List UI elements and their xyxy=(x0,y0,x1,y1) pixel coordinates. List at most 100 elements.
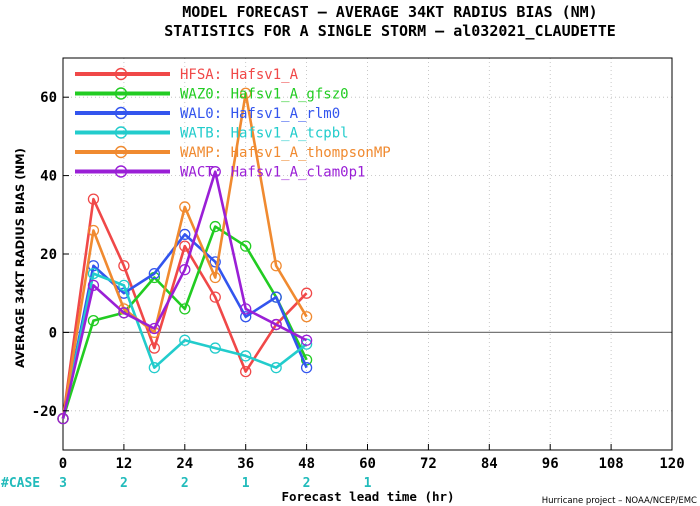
y-tick-label: -20 xyxy=(32,404,57,420)
series-line xyxy=(61,225,308,420)
legend: HFSA: Hafsv1_A WAZ0: Hafsv1_A_gfsz0 WAL0: … xyxy=(75,67,391,181)
data-point xyxy=(209,256,221,268)
data-point xyxy=(240,240,252,252)
series-line xyxy=(61,197,308,419)
case-count: 2 xyxy=(181,476,189,491)
series-line xyxy=(61,272,308,419)
data-point xyxy=(57,412,69,425)
legend-label: WACT: Hafsv1_A_clam0p1 xyxy=(180,165,365,181)
y-tick-label: 40 xyxy=(40,169,57,185)
legend-marker xyxy=(114,87,128,100)
data-point xyxy=(300,311,313,323)
data-point xyxy=(240,303,252,315)
x-tick-label: 36 xyxy=(237,456,254,472)
legend-entry: HFSA: Hafsv1_A xyxy=(75,67,299,83)
data-point xyxy=(179,334,191,346)
data-point xyxy=(240,87,252,99)
legend-label: WAMP: Hafsv1_A_thompsonMP xyxy=(180,145,391,161)
x-tick-label: 12 xyxy=(115,456,132,472)
x-axis-label: Forecast lead time (hr) xyxy=(281,489,454,504)
data-point xyxy=(179,264,191,276)
data-point xyxy=(87,279,100,292)
y-tick-label: 60 xyxy=(40,90,57,106)
data-point xyxy=(240,311,252,323)
data-point xyxy=(179,303,191,315)
data-point xyxy=(87,224,100,237)
data-point xyxy=(118,260,130,272)
series-3 xyxy=(57,228,313,425)
series-line xyxy=(61,91,308,419)
x-tick-label: 24 xyxy=(176,456,193,472)
legend-label: WAL0: Hafsv1_A_rlm0 xyxy=(180,106,340,122)
data-point xyxy=(148,322,161,335)
data-point xyxy=(87,267,100,280)
legend-entry: WATB: Hafsv1_A_tcpbl xyxy=(75,126,349,142)
data-point xyxy=(270,362,282,374)
data-point xyxy=(179,228,191,241)
data-point xyxy=(118,279,130,292)
series-6 xyxy=(57,166,313,425)
data-point xyxy=(240,350,252,362)
x-tick-label: 108 xyxy=(598,456,623,472)
x-tick-label: 84 xyxy=(481,456,498,472)
legend-marker xyxy=(114,126,128,139)
x-axis-ticks: 0 12 24 36 48 60 72 84 96 108 120 xyxy=(59,444,685,472)
data-point xyxy=(209,271,221,284)
case-label: #CASE xyxy=(1,476,40,491)
legend-entry: WAZ0: Hafsv1_A_gfsz0 xyxy=(75,87,349,103)
data-point xyxy=(270,318,282,331)
data-point xyxy=(240,365,252,378)
legend-entry: WACT: Hafsv1_A_clam0p1 xyxy=(75,165,365,181)
legend-entry: WAMP: Hafsv1_A_thompsonMP xyxy=(75,145,391,161)
legend-marker xyxy=(114,165,128,178)
data-point xyxy=(148,267,161,280)
series-line xyxy=(61,233,308,419)
series-layer xyxy=(57,87,313,425)
x-tick-label: 48 xyxy=(298,456,315,472)
x-tick-label: 60 xyxy=(359,456,376,472)
grid-lines xyxy=(63,58,672,450)
x-tick-label: 120 xyxy=(659,456,684,472)
data-point xyxy=(300,334,313,346)
y-axis-label: AVERAGE 34KT RADIUS BIAS (NM) xyxy=(13,148,27,368)
data-point xyxy=(270,260,282,272)
y-tick-label: 20 xyxy=(40,247,57,263)
data-point xyxy=(179,240,191,252)
data-point xyxy=(148,342,161,354)
legend-marker xyxy=(114,106,128,120)
y-axis-ticks: -20 0 20 40 60 xyxy=(32,90,69,420)
x-tick-label: 96 xyxy=(542,456,559,472)
legend-label: HFSA: Hafsv1_A xyxy=(180,67,299,83)
data-point xyxy=(87,193,100,205)
data-point xyxy=(87,314,100,327)
legend-entry: WAL0: Hafsv1_A_rlm0 xyxy=(75,106,340,122)
data-point xyxy=(270,291,282,303)
data-point xyxy=(209,342,221,354)
case-count: 1 xyxy=(242,476,250,491)
x-tick-label: 72 xyxy=(420,456,437,472)
data-point xyxy=(300,362,313,374)
chart-title-line1: MODEL FORECAST – AVERAGE 34KT RADIUS BIA… xyxy=(182,3,597,21)
footer-credit: Hurricane project – NOAA/NCEP/EMC xyxy=(542,496,697,506)
series-line xyxy=(61,170,308,419)
y-tick-label: 0 xyxy=(49,325,57,341)
case-count: 3 xyxy=(59,476,67,491)
case-count-row: #CASE 3 2 2 1 2 1 xyxy=(1,476,372,491)
data-point xyxy=(148,362,161,374)
case-count: 2 xyxy=(120,476,128,491)
case-count: 1 xyxy=(364,476,372,491)
legend-label: WAZ0: Hafsv1_A_gfsz0 xyxy=(180,87,349,103)
case-count: 2 xyxy=(303,476,311,491)
data-point xyxy=(118,307,130,319)
chart-title-line2: STATISTICS FOR A SINGLE STORM – al032021… xyxy=(164,22,616,40)
legend-label: WATB: Hafsv1_A_tcpbl xyxy=(180,126,349,142)
data-point xyxy=(209,166,221,178)
x-tick-label: 0 xyxy=(59,456,67,472)
legend-marker xyxy=(114,67,128,81)
legend-marker xyxy=(114,145,128,159)
data-point xyxy=(209,291,221,303)
data-point xyxy=(179,201,191,213)
data-point xyxy=(209,220,221,233)
data-point xyxy=(300,287,313,299)
